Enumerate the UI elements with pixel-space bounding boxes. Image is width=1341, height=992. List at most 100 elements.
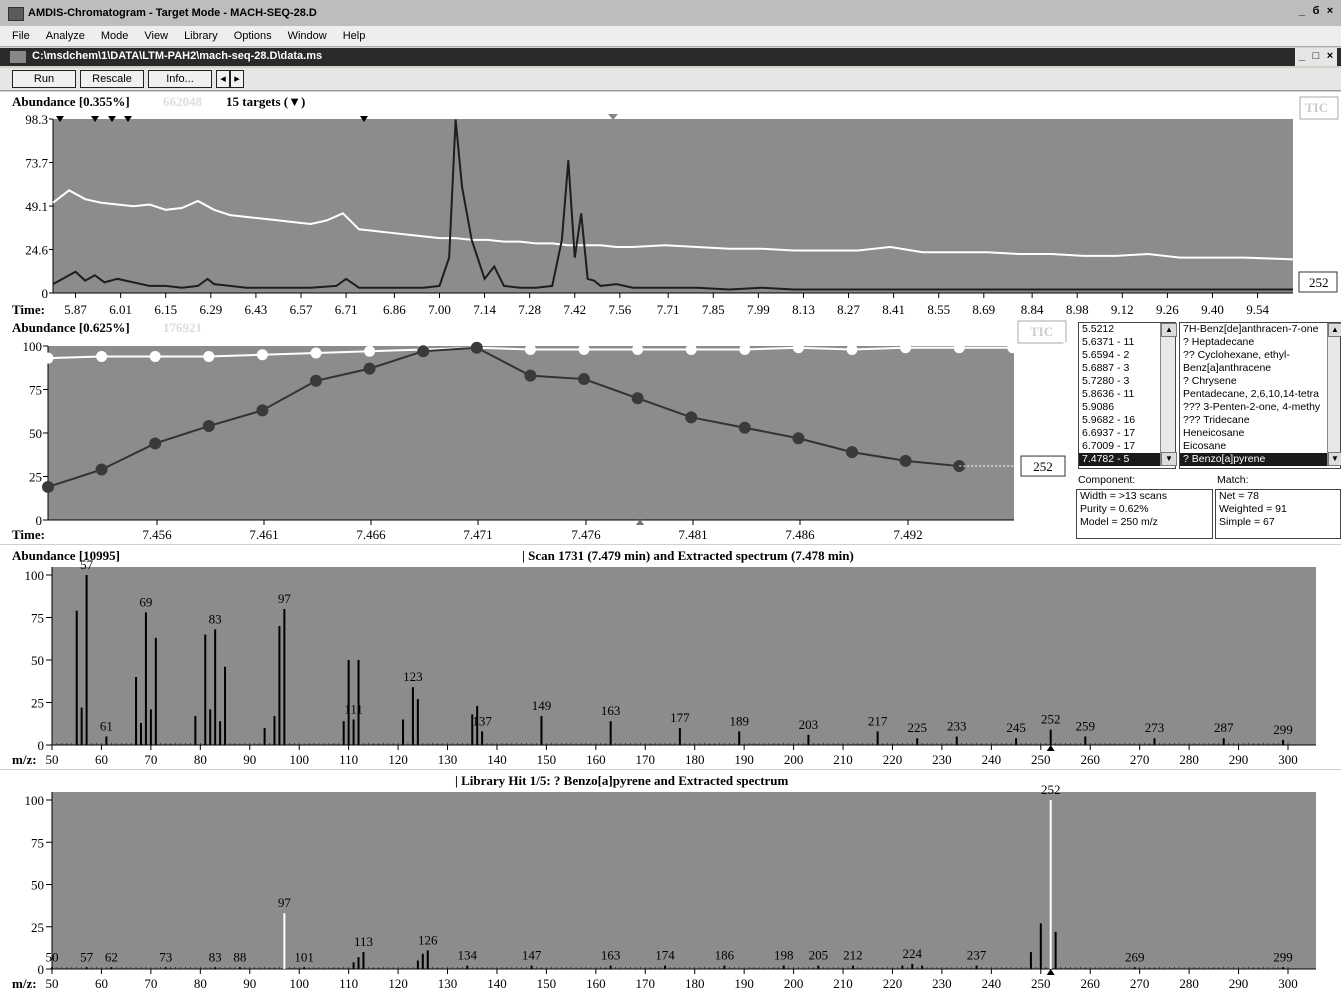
list-item[interactable]: 5.7280 - 3 xyxy=(1082,375,1130,387)
component-list[interactable]: 5.5212 5.6371 - 11 5.6594 - 2 5.6887 - 3… xyxy=(1078,322,1176,469)
y-tick-label: 0 xyxy=(38,738,45,753)
minimize-icon[interactable]: _ xyxy=(1298,5,1306,17)
doc-minimize-icon[interactable]: _ xyxy=(1298,50,1306,62)
chromatogram-series-1 xyxy=(52,119,1293,291)
menu-view[interactable]: View xyxy=(144,30,169,42)
y-tick-label: 0 xyxy=(42,286,49,301)
menu-window[interactable]: Window xyxy=(287,30,327,42)
library-hits-list[interactable]: 7H-Benz[de]anthracen-7-one ? Heptadecane… xyxy=(1179,322,1341,469)
peak-label: 212 xyxy=(843,948,863,963)
y-tick-label: 100 xyxy=(23,339,43,354)
scroll-right-button[interactable]: ▸ xyxy=(230,70,244,88)
scroll-left-button[interactable]: ◂ xyxy=(216,70,230,88)
profile-white-point xyxy=(96,350,108,362)
x-tick-label: 8.27 xyxy=(837,302,860,317)
x-tick-label: 180 xyxy=(685,752,705,767)
run-button[interactable]: Run xyxy=(12,70,76,88)
rescale-button[interactable]: Rescale xyxy=(80,70,144,88)
match-info-title: Match: xyxy=(1217,474,1249,486)
target-marker-icon xyxy=(360,116,368,122)
list-item[interactable]: 5.5212 xyxy=(1082,323,1115,335)
menu-file[interactable]: File xyxy=(12,30,30,42)
x-tick-label: 7.461 xyxy=(249,527,278,542)
scroll-down-icon[interactable]: ▼ xyxy=(1161,452,1177,466)
list-item[interactable]: ??? 3-Penten-2-one, 4-methy xyxy=(1183,401,1321,413)
x-tick-label: 7.14 xyxy=(473,302,496,317)
list-item[interactable]: 5.6887 - 3 xyxy=(1082,362,1130,374)
scroll-up-icon[interactable]: ▲ xyxy=(1161,323,1177,337)
y-tick-label: 49.1 xyxy=(25,199,48,214)
x-tick-label: 7.85 xyxy=(702,302,725,317)
x-tick-label: 50 xyxy=(46,752,59,767)
peak-label: 224 xyxy=(903,946,923,961)
x-tick-label: 130 xyxy=(438,752,458,767)
peak-label: 83 xyxy=(209,611,222,626)
menu-mode[interactable]: Mode xyxy=(100,30,129,42)
menu-help[interactable]: Help xyxy=(342,30,366,42)
menu-library[interactable]: Library xyxy=(184,30,218,42)
peak-label: 83 xyxy=(209,949,222,964)
list-item[interactable]: 5.8636 - 11 xyxy=(1082,388,1135,400)
list-item[interactable]: 5.6371 - 11 xyxy=(1082,336,1135,348)
list-item[interactable]: ? Chrysene xyxy=(1183,375,1237,387)
profile-white-point xyxy=(1060,342,1072,354)
list-item[interactable]: 5.9682 - 16 xyxy=(1082,414,1136,426)
close-icon[interactable]: × xyxy=(1326,5,1334,17)
x-tick-label: 240 xyxy=(982,752,1002,767)
x-tick-label: 200 xyxy=(784,976,804,991)
peak-label: 57 xyxy=(80,949,94,964)
chromatogram-abundance-label: Abundance [0.355%] xyxy=(12,94,130,109)
targets-dropdown[interactable]: 15 targets (▼) xyxy=(226,94,306,109)
list-item[interactable]: 5.9086 xyxy=(1082,401,1115,413)
list-item[interactable]: ? Heptadecane xyxy=(1183,336,1255,348)
x-tick-label: 290 xyxy=(1229,752,1249,767)
scroll-down-icon[interactable]: ▼ xyxy=(1328,452,1341,466)
hits-list-scrollbar[interactable]: ▲ ▼ xyxy=(1327,323,1341,466)
list-item[interactable]: ??? Tridecane xyxy=(1183,414,1250,426)
x-tick-label: 100 xyxy=(289,976,309,991)
peak-label: 245 xyxy=(1006,720,1026,735)
list-item[interactable]: 6.7009 - 17 xyxy=(1082,440,1136,452)
y-tick-label: 25 xyxy=(29,470,42,485)
peak-label: 233 xyxy=(947,719,967,734)
component-list-scrollbar[interactable]: ▲ ▼ xyxy=(1160,323,1177,466)
list-item-selected[interactable]: 7.4782 - 5 xyxy=(1079,453,1175,466)
menu-analyze[interactable]: Analyze xyxy=(45,30,85,42)
profile-white-point xyxy=(524,343,536,355)
document-controls: _ □ × xyxy=(1295,48,1337,66)
window-controls: _ б × xyxy=(1295,5,1337,17)
list-item[interactable]: ?? Cyclohexane, ethyl- xyxy=(1183,349,1290,361)
x-tick-label: 170 xyxy=(636,752,656,767)
x-tick-label: 7.481 xyxy=(678,527,707,542)
list-item[interactable]: Heneicosane xyxy=(1183,427,1245,439)
doc-close-icon[interactable]: × xyxy=(1326,50,1334,62)
doc-maximize-icon[interactable]: □ xyxy=(1312,50,1320,62)
list-item[interactable]: 7H-Benz[de]anthracen-7-one xyxy=(1183,323,1319,335)
app-title-bar: AMDIS-Chromatogram - Target Mode - MACH-… xyxy=(0,0,1341,26)
info-button[interactable]: Info... xyxy=(148,70,212,88)
list-item[interactable]: 6.6937 - 17 xyxy=(1082,427,1136,439)
chromatogram-hidden-value: 662048 xyxy=(163,94,202,109)
profile-white-point xyxy=(364,345,376,357)
chromatogram-series-0 xyxy=(52,189,1294,261)
scroll-up-icon[interactable]: ▲ xyxy=(1328,323,1341,337)
profile-grey-point xyxy=(363,362,376,375)
x-tick-label: 6.15 xyxy=(154,302,177,317)
list-item[interactable]: Pentadecane, 2,6,10,14-tetra xyxy=(1183,388,1320,400)
x-tick-label: 60 xyxy=(95,752,108,767)
list-item[interactable]: 5.6594 - 2 xyxy=(1082,349,1130,361)
list-item-selected[interactable]: ? Benzo[a]pyrene xyxy=(1180,453,1340,466)
x-tick-label: 110 xyxy=(339,976,358,991)
menu-options[interactable]: Options xyxy=(233,30,272,42)
restore-icon[interactable]: б xyxy=(1312,5,1320,17)
list-item[interactable]: Eicosane xyxy=(1183,440,1227,452)
profile-white-point xyxy=(42,352,54,364)
ion-box xyxy=(1020,455,1066,477)
list-item[interactable]: Benz[a]anthracene xyxy=(1183,362,1272,374)
x-tick-label: 8.69 xyxy=(972,302,995,317)
x-tick-label: 130 xyxy=(438,976,458,991)
